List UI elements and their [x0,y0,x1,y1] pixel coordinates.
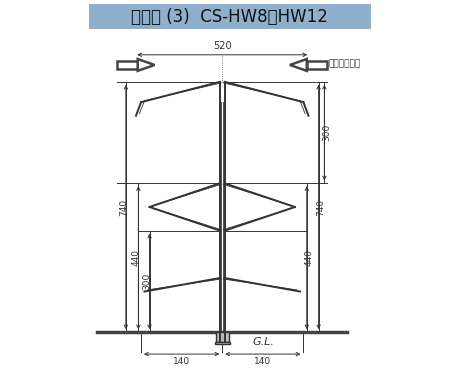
Text: 300: 300 [322,124,331,141]
Text: 140: 140 [254,357,272,366]
Polygon shape [138,59,155,71]
Text: 140: 140 [173,357,190,366]
Text: 自転車両側入: 自転車両側入 [329,60,361,69]
Polygon shape [290,59,307,71]
Bar [89,4,371,30]
Bar [215,342,229,344]
Text: 440: 440 [131,249,141,266]
Text: 440: 440 [305,249,314,266]
Text: 740: 740 [119,198,128,216]
Text: G.L.: G.L. [253,337,274,347]
Text: 側面図 (3)  CS-HW8、HW12: 側面図 (3) CS-HW8、HW12 [131,8,328,26]
Bar [117,61,138,69]
Bar [216,332,229,342]
Text: 300: 300 [142,273,152,290]
Text: 520: 520 [213,41,232,51]
Text: 740: 740 [316,198,326,216]
Bar [307,61,327,69]
